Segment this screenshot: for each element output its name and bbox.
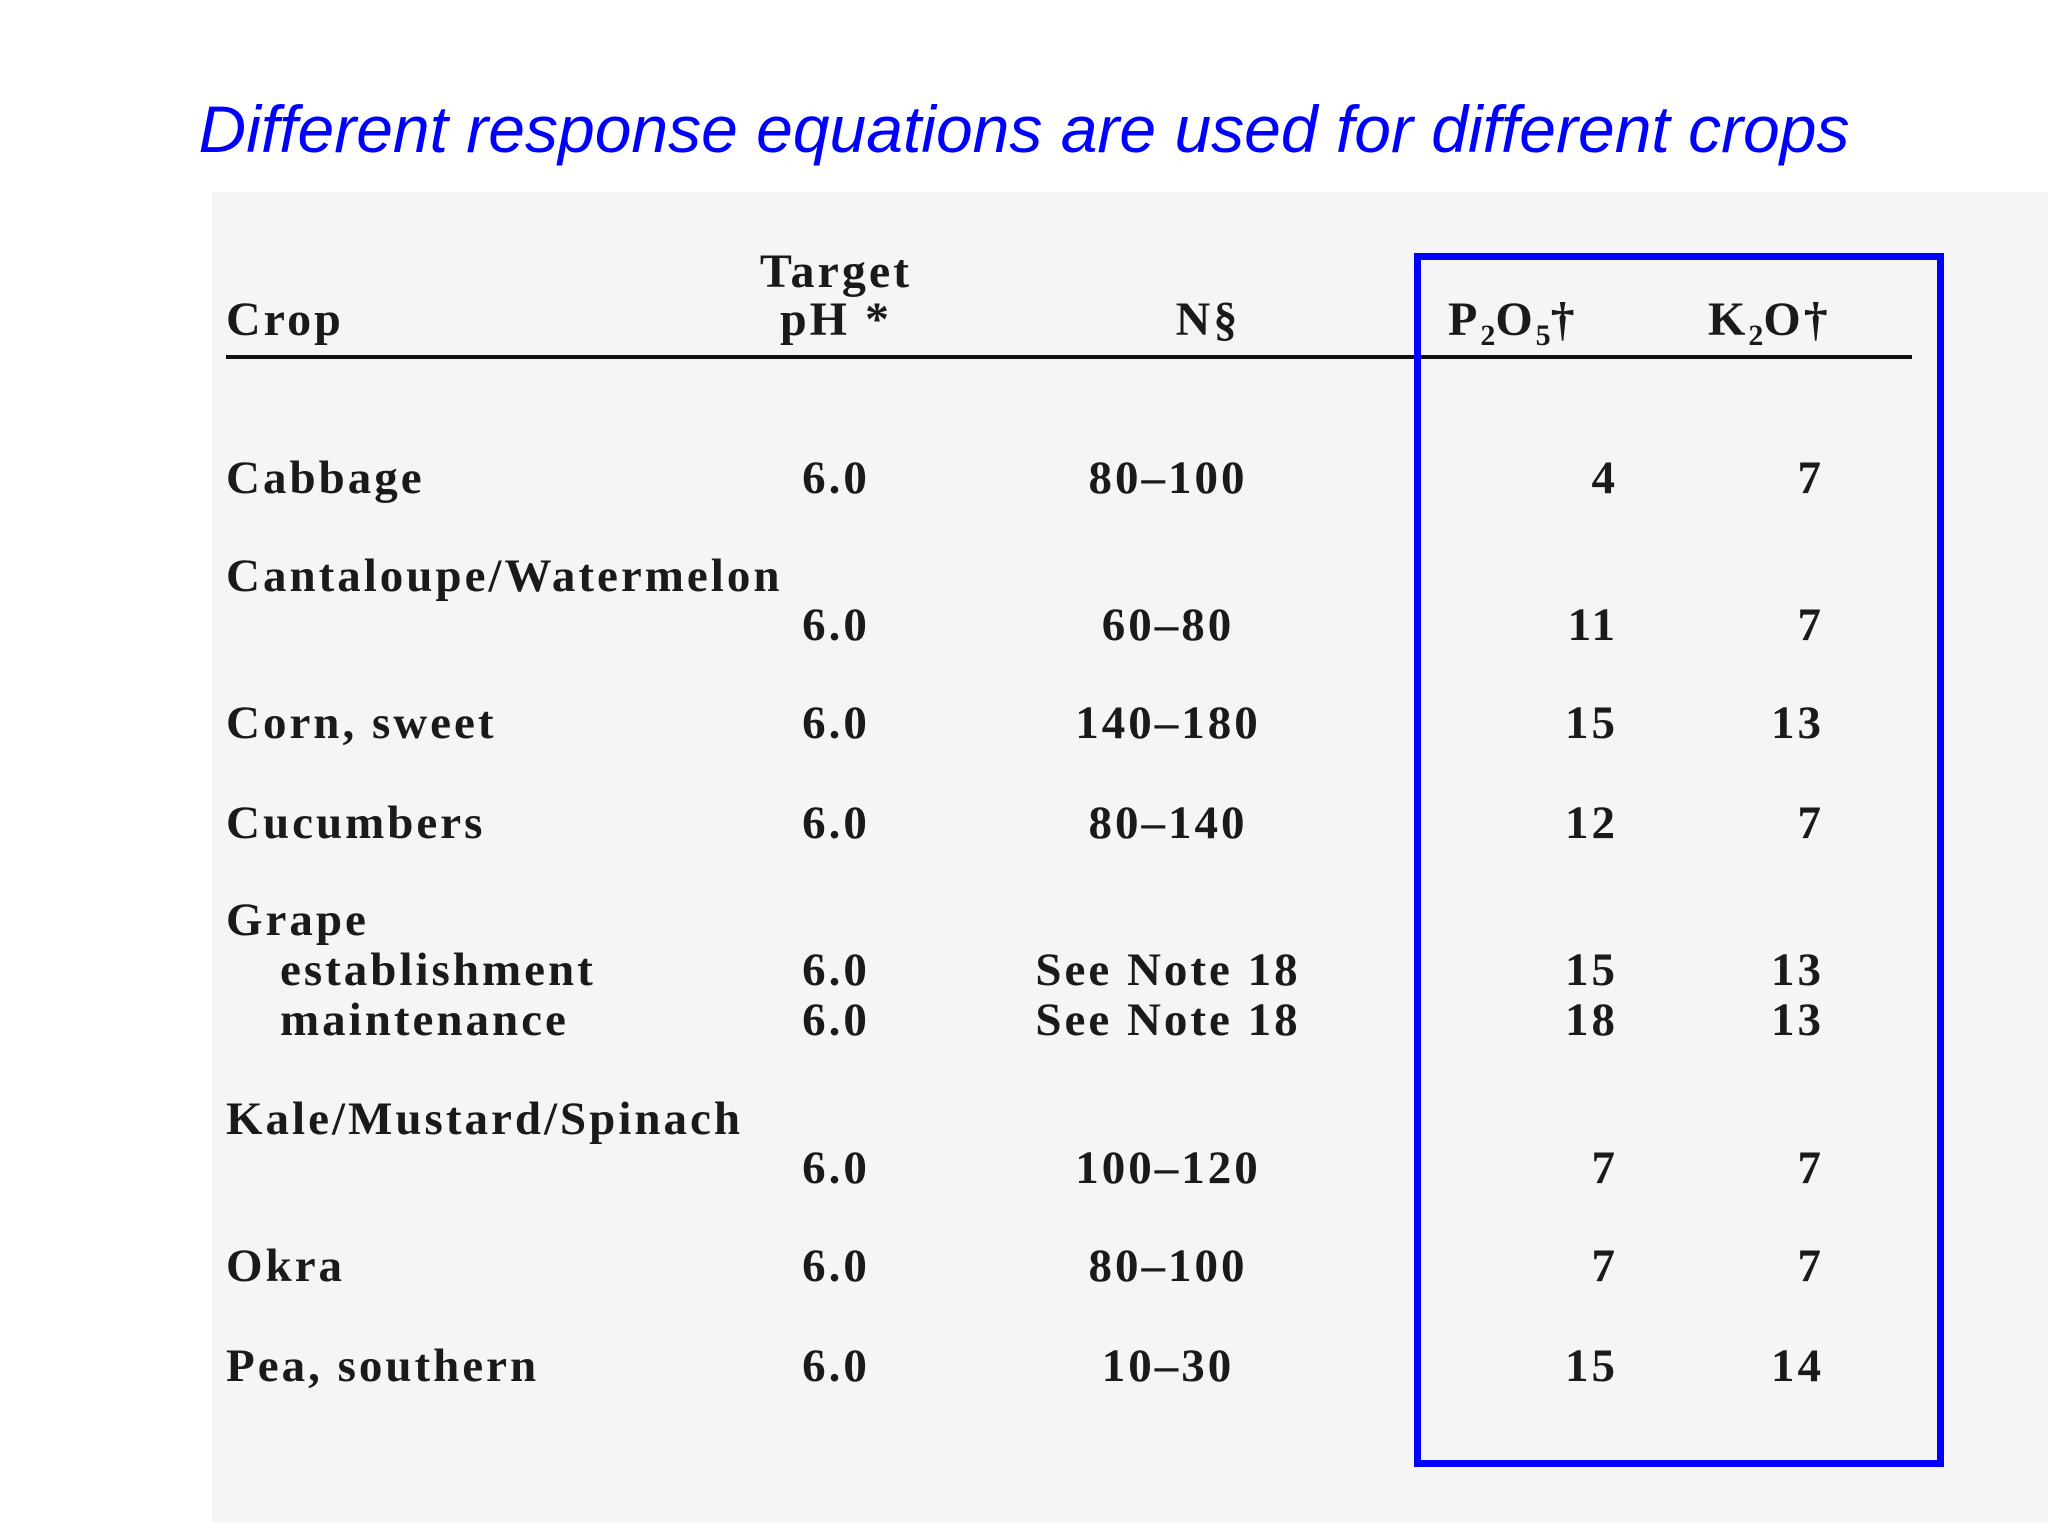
table-cell-k2o: 7	[1797, 599, 1824, 651]
table-cell-k2o: 13	[1771, 944, 1824, 996]
table-cell-n: See Note 18	[1035, 944, 1301, 996]
table-cell-p2o5: 11	[1567, 599, 1618, 651]
header-rule	[226, 355, 1912, 359]
table-cell-p2o5: 18	[1565, 994, 1618, 1046]
table-cell-p2o5: 4	[1591, 452, 1618, 504]
table-cell-p2o5: 15	[1565, 944, 1618, 996]
table-cell-crop: Corn, sweet	[226, 697, 497, 749]
table-cell-k2o: 7	[1797, 1142, 1824, 1194]
table-cell-crop: Okra	[226, 1240, 346, 1292]
slide-title: Different response equations are used fo…	[198, 92, 1850, 166]
table-cell-ph: 6.0	[802, 797, 870, 849]
table-cell-ph: 6.0	[802, 994, 870, 1046]
table-cell-crop: Cucumbers	[226, 797, 486, 849]
table-cell-k2o: 7	[1797, 452, 1824, 504]
table-cell-k2o: 13	[1771, 697, 1824, 749]
table-cell-crop: Grape	[226, 894, 369, 946]
table-cell-n: 140–180	[1075, 697, 1261, 749]
table-cell-k2o: 7	[1797, 1240, 1824, 1292]
table-cell-n: 80–100	[1088, 1240, 1248, 1292]
table-cell-crop: maintenance	[280, 994, 569, 1046]
table-cell-ph: 6.0	[802, 697, 870, 749]
table-cell-p2o5: 7	[1591, 1240, 1618, 1292]
table-cell-ph: 6.0	[802, 599, 870, 651]
table-cell-k2o: 7	[1797, 797, 1824, 849]
header-n: N§	[1175, 293, 1241, 346]
table-cell-k2o: 14	[1771, 1340, 1824, 1392]
table-cell-p2o5: 7	[1591, 1142, 1618, 1194]
table-cell-n: See Note 18	[1035, 994, 1301, 1046]
table-cell-crop: Cabbage	[226, 452, 425, 504]
header-crop: Crop	[226, 293, 344, 346]
table-cell-p2o5: 15	[1565, 1340, 1618, 1392]
table-cell-n: 10–30	[1101, 1340, 1235, 1392]
table-cell-crop: Cantaloupe/Watermelon	[226, 550, 783, 602]
header-target: Target	[759, 245, 913, 298]
table-cell-ph: 6.0	[802, 452, 870, 504]
table-cell-ph: 6.0	[802, 1142, 870, 1194]
table-cell-n: 100–120	[1075, 1142, 1261, 1194]
table-cell-n: 60–80	[1101, 599, 1235, 651]
table-cell-crop: Kale/Mustard/Spinach	[226, 1093, 744, 1145]
table-cell-crop: establishment	[280, 944, 596, 996]
table-cell-k2o: 13	[1771, 994, 1824, 1046]
table-cell-ph: 6.0	[802, 1240, 870, 1292]
header-k2o: K2O†	[1708, 293, 1831, 352]
table-cell-crop: Pea, southern	[226, 1340, 540, 1392]
table-cell-p2o5: 15	[1565, 697, 1618, 749]
nutrient-table-image	[212, 192, 2048, 1522]
header-p2o5: P2O5†	[1448, 293, 1578, 352]
table-cell-n: 80–100	[1088, 452, 1248, 504]
table-cell-ph: 6.0	[802, 944, 870, 996]
table-cell-ph: 6.0	[802, 1340, 870, 1392]
table-cell-p2o5: 12	[1565, 797, 1618, 849]
p2o5-k2o-highlight-box	[1414, 253, 1944, 1467]
header-ph: pH *	[779, 293, 893, 346]
table-cell-n: 80–140	[1088, 797, 1248, 849]
